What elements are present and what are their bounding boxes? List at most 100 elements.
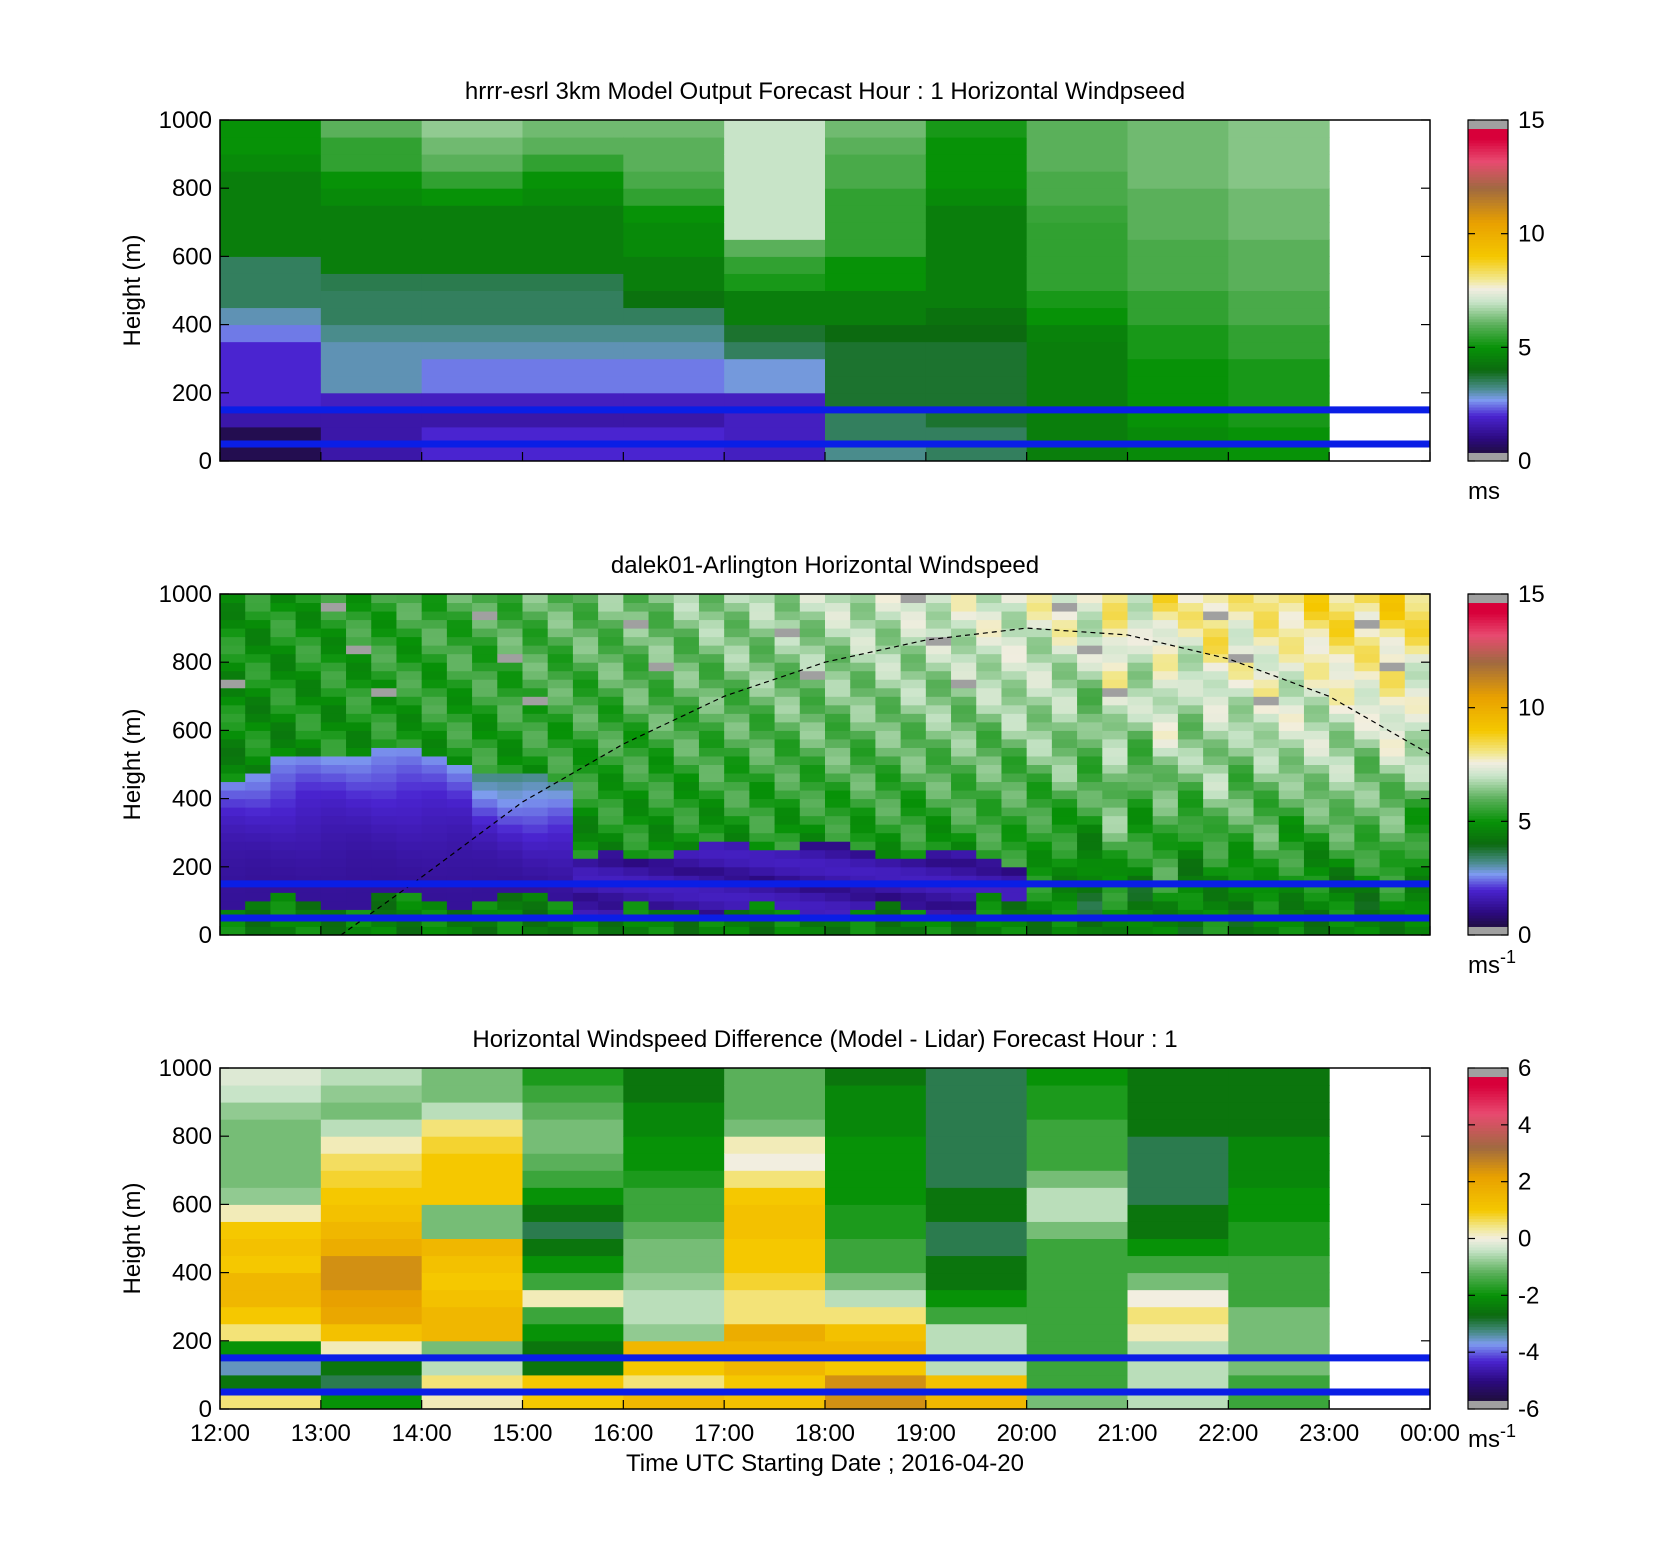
colorbar-band — [1468, 1391, 1508, 1396]
heatmap-cell — [522, 1221, 624, 1239]
heatmap-cell — [270, 849, 297, 859]
heatmap-cell — [774, 807, 801, 817]
heatmap-cell — [320, 1255, 423, 1274]
heatmap-cell — [1228, 704, 1255, 714]
heatmap-cell — [1001, 866, 1028, 876]
colorbar-band — [1468, 730, 1508, 734]
heatmap-cell — [320, 670, 347, 680]
heatmap-cell — [724, 653, 750, 663]
heatmap-cell — [396, 909, 423, 919]
heatmap-cell — [1077, 900, 1103, 910]
heatmap-cell — [900, 747, 927, 757]
heatmap-cell — [900, 636, 927, 646]
heatmap-cell — [925, 341, 1028, 360]
heatmap-cell — [925, 619, 952, 629]
heatmap-cell — [421, 171, 523, 189]
heatmap-cell — [698, 824, 725, 834]
heatmap-cell — [1228, 798, 1255, 808]
heatmap-cell — [1379, 773, 1406, 783]
heatmap-cell — [976, 824, 1002, 834]
heatmap-cell — [270, 679, 297, 689]
heatmap-cell — [976, 594, 1002, 604]
heatmap-cell — [295, 645, 322, 655]
heatmap-cell — [900, 611, 927, 621]
heatmap-cell — [825, 721, 851, 731]
heatmap-cell — [598, 713, 624, 723]
colorbar-band — [1468, 225, 1508, 229]
heatmap-cell — [446, 679, 473, 689]
heatmap-cell — [346, 687, 372, 697]
heatmap-cell — [1127, 747, 1154, 757]
heatmap-cell — [220, 1391, 322, 1410]
heatmap-cell — [1354, 781, 1381, 791]
heatmap-cell — [825, 205, 927, 223]
heatmap-cell — [245, 926, 271, 936]
heatmap-cell — [346, 875, 372, 885]
heatmap-cell — [799, 832, 826, 842]
heatmap-cell — [850, 892, 876, 902]
heatmap-cell — [1026, 239, 1128, 257]
heatmap-cell — [270, 875, 297, 885]
heatmap-cell — [421, 645, 448, 655]
heatmap-cell — [1001, 883, 1028, 893]
heatmap-cell — [1303, 611, 1330, 621]
colorbar-band — [1468, 1247, 1508, 1251]
heatmap-cell — [371, 781, 397, 791]
heatmap-cell — [1152, 892, 1179, 902]
heatmap-cell — [1077, 721, 1103, 731]
heatmap-cell — [850, 721, 876, 731]
heatmap-cell — [1001, 755, 1028, 765]
heatmap-cell — [724, 154, 826, 172]
heatmap-cell — [522, 392, 624, 411]
heatmap-cell — [1404, 798, 1431, 808]
heatmap-cell — [900, 755, 927, 765]
heatmap-cell — [270, 713, 297, 723]
heatmap-cell — [1404, 832, 1431, 842]
heatmap-cell — [220, 662, 246, 672]
colorbar-band — [1468, 404, 1508, 408]
heatmap-cell — [850, 662, 876, 672]
heatmap-cell — [698, 781, 725, 791]
heatmap-cell — [825, 1068, 927, 1086]
heatmap-cell — [295, 747, 322, 757]
heatmap-cell — [648, 790, 675, 800]
heatmap-cell — [623, 1085, 725, 1103]
heatmap-cell — [1203, 764, 1229, 774]
heatmap-cell — [1152, 841, 1179, 851]
heatmap-cell — [951, 721, 977, 731]
colorbar-band — [1468, 452, 1508, 456]
heatmap-cell — [825, 909, 851, 919]
heatmap-cell — [951, 636, 977, 646]
heatmap-cell — [320, 645, 347, 655]
heatmap-cell — [1354, 755, 1381, 765]
heatmap-cell — [976, 773, 1002, 783]
heatmap-cell — [623, 409, 725, 428]
heatmap-cell — [396, 790, 423, 800]
heatmap-cell — [270, 909, 297, 919]
colorbar-band — [1468, 704, 1508, 709]
heatmap-cell — [1127, 764, 1154, 774]
heatmap-cell — [1203, 824, 1229, 834]
heatmap-cell — [648, 764, 675, 774]
heatmap-cell — [446, 773, 473, 783]
colorbar-band — [1468, 1255, 1508, 1259]
heatmap-cell — [900, 704, 927, 714]
colorbar-band — [1468, 713, 1508, 717]
heatmap-cell — [1354, 628, 1381, 638]
heatmap-cell — [799, 738, 826, 748]
heatmap-cell — [724, 832, 750, 842]
heatmap-cell — [320, 1170, 423, 1188]
colorbar-band — [1468, 1121, 1508, 1126]
heatmap-cell — [724, 594, 750, 604]
heatmap-cell — [371, 764, 397, 774]
heatmap-cell — [1001, 858, 1028, 868]
heatmap-cell — [446, 832, 473, 842]
heatmap-cell — [825, 1170, 927, 1188]
heatmap-cell — [1026, 307, 1128, 326]
heatmap-cell — [1228, 721, 1255, 731]
heatmap-cell — [623, 1255, 725, 1274]
heatmap-cell — [925, 594, 952, 604]
heatmap-cell — [396, 926, 423, 936]
heatmap-cell — [1228, 1340, 1330, 1359]
heatmap-cell — [1026, 696, 1053, 706]
